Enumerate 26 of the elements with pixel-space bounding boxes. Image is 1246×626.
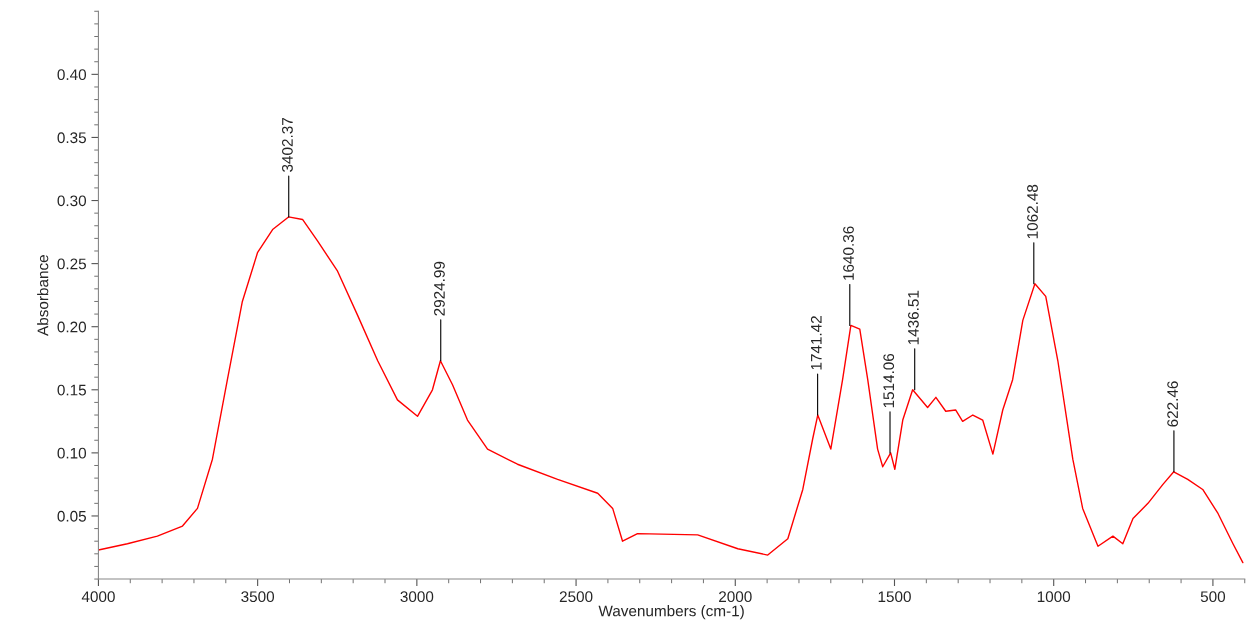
annotation: 1640.36 bbox=[843, 226, 854, 280]
x-tick-label: 3000 bbox=[400, 591, 434, 603]
y-tick-label: 0.10 bbox=[57, 447, 87, 459]
annotation: 1436.51 bbox=[907, 290, 919, 345]
x-tick-label: 1000 bbox=[1037, 591, 1071, 603]
x-tick-label: 500 bbox=[1200, 591, 1226, 603]
y-tick-label: 0.20 bbox=[57, 321, 87, 333]
annotation: 2924.99 bbox=[434, 261, 445, 316]
y-tick-label: 0.05 bbox=[57, 510, 86, 522]
y-axis-title: Absorbance bbox=[37, 255, 49, 336]
annotation: 1062.48 bbox=[1027, 184, 1038, 239]
x-tick-label: 3500 bbox=[241, 591, 275, 603]
y-tick-label: 0.35 bbox=[57, 132, 86, 144]
x-tick-label: 2000 bbox=[719, 591, 752, 603]
x-tick-label: 2500 bbox=[559, 591, 593, 603]
x-tick-label: 4000 bbox=[81, 591, 115, 603]
y-tick-label: 0.40 bbox=[57, 69, 87, 81]
annotation: 1514.06 bbox=[883, 353, 895, 408]
annotation: 3402.37 bbox=[282, 118, 293, 172]
x-axis-title: Wavenumbers (cm-1) bbox=[598, 605, 744, 620]
annotation: 1741.42 bbox=[810, 316, 822, 370]
y-tick-label: 0.30 bbox=[57, 195, 87, 207]
annotation: 622.46 bbox=[1167, 381, 1179, 427]
y-tick-label: 0.15 bbox=[57, 384, 86, 396]
x-tick-label: 1500 bbox=[878, 591, 911, 603]
y-tick-label: 0.25 bbox=[57, 258, 86, 270]
